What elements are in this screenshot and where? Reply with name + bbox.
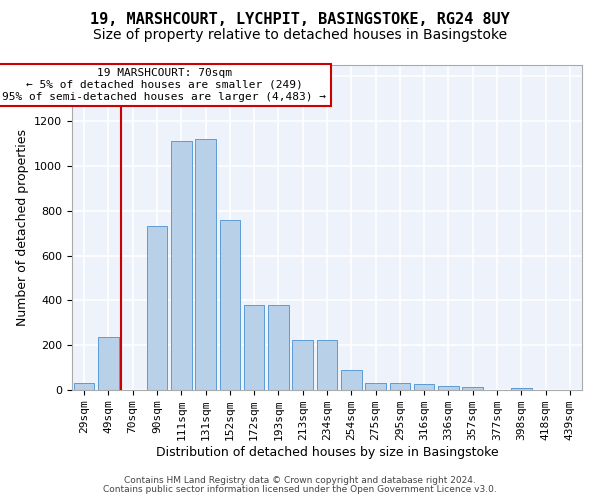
Bar [389,384,410,390]
Bar [317,340,337,390]
Bar [74,384,94,390]
Bar [414,384,434,390]
Bar [463,386,483,390]
Y-axis label: Number of detached properties: Number of detached properties [16,129,29,326]
Text: Contains HM Land Registry data © Crown copyright and database right 2024.: Contains HM Land Registry data © Crown c… [124,476,476,485]
Bar [98,338,119,390]
Text: 19 MARSHCOURT: 70sqm
← 5% of detached houses are smaller (249)
95% of semi-detac: 19 MARSHCOURT: 70sqm ← 5% of detached ho… [2,68,326,102]
Text: Size of property relative to detached houses in Basingstoke: Size of property relative to detached ho… [93,28,507,42]
Bar [146,226,167,390]
Text: Contains public sector information licensed under the Open Government Licence v3: Contains public sector information licen… [103,485,497,494]
Bar [365,384,386,390]
Bar [195,139,216,390]
Bar [511,388,532,390]
Bar [268,305,289,390]
X-axis label: Distribution of detached houses by size in Basingstoke: Distribution of detached houses by size … [155,446,499,459]
Bar [438,386,459,390]
Bar [171,141,191,390]
Bar [292,340,313,390]
Bar [244,305,265,390]
Bar [341,370,362,390]
Text: 19, MARSHCOURT, LYCHPIT, BASINGSTOKE, RG24 8UY: 19, MARSHCOURT, LYCHPIT, BASINGSTOKE, RG… [90,12,510,28]
Bar [220,220,240,390]
